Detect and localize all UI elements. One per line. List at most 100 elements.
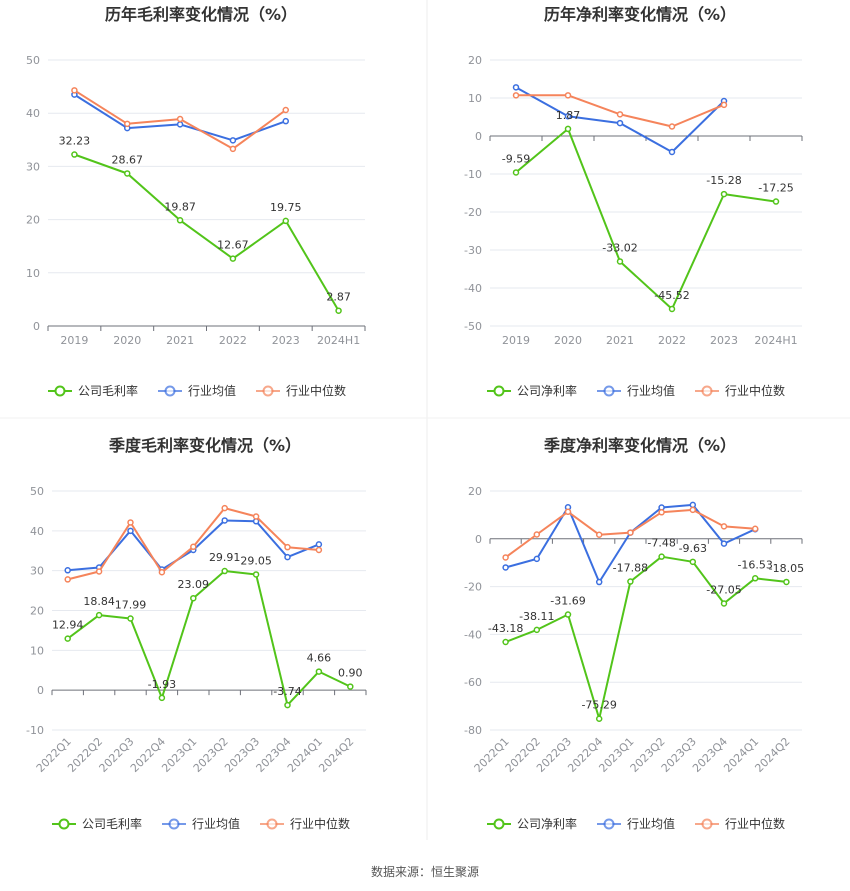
series-line-company [515,127,777,310]
data-point [533,555,541,563]
data-point [533,626,541,634]
legend-item-industry-average[interactable]: 行业均值 [597,816,675,831]
legend-item-industry-median[interactable]: 行业中位数 [695,816,785,831]
data-label: 2.87 [326,291,351,304]
y-tick-label: -20 [464,581,482,594]
y-tick-label: 30 [26,160,40,173]
y-tick-label: -10 [464,168,482,181]
data-point [720,540,728,547]
data-point [564,125,572,133]
legend-item-industry-average[interactable]: 行业均值 [597,383,675,398]
legend-item-industry-median[interactable]: 行业中位数 [695,383,785,398]
data-point [627,529,634,536]
x-tick-label: 2021 [606,334,634,347]
legend: 公司毛利率 行业均值 行业中位数 [48,383,346,398]
legend-item-industry-average[interactable]: 行业均值 [162,816,240,831]
data-source-note: 数据来源：恒生聚源 [371,864,479,879]
data-point [616,119,624,127]
y-tick-label: -20 [464,206,482,219]
data-point [229,255,237,262]
data-point [564,508,572,516]
data-point [689,506,697,514]
data-label: 23.09 [178,578,210,591]
data-point [221,567,228,575]
series-line-company [505,555,787,720]
data-point [751,575,759,582]
data-point [564,611,572,618]
legend-label: 行业中位数 [286,383,346,398]
data-point [127,519,134,526]
quarterly-gross-margin-chart: 季度毛利率变化情况（%）-10010203040502022Q12022Q220… [26,436,367,831]
data-point [229,145,237,153]
y-tick-label: 10 [30,644,44,657]
legend-item-company[interactable]: 公司净利率 [487,816,577,831]
data-point [502,564,509,571]
data-point [282,217,289,225]
data-point [64,567,71,574]
data-label: -17.88 [613,562,648,575]
data-label: 18.84 [83,595,115,608]
data-point [284,543,291,551]
data-label: 1.87 [556,109,581,122]
data-label: -31.69 [550,595,585,608]
data-point [502,554,509,561]
data-point [772,198,780,205]
y-tick-label: -60 [464,676,482,689]
series-line-company [67,570,351,707]
legend-label: 公司毛利率 [82,816,142,831]
legend-marker-icon [262,385,274,397]
data-label: 12.67 [217,239,249,252]
y-tick-label: 50 [26,54,40,67]
y-tick-label: -80 [464,724,482,737]
legend-marker-icon [493,385,505,397]
x-tick-label: 2023 [710,334,738,347]
data-label: -75.29 [581,699,616,712]
data-point [564,92,572,99]
data-point [95,568,103,575]
legend-item-company[interactable]: 公司净利率 [487,383,577,398]
y-tick-label: -40 [464,628,482,641]
y-tick-label: 30 [30,565,44,578]
y-tick-label: 0 [475,130,482,143]
data-point [64,576,71,583]
y-tick-label: 40 [26,107,40,120]
legend-label: 行业均值 [627,383,675,398]
data-label: 32.23 [59,135,91,148]
x-tick-label: 2019 [502,334,530,347]
x-tick-label: 2021 [166,334,194,347]
data-label: 4.66 [307,652,332,665]
data-label: 29.05 [240,554,272,567]
x-tick-label: 2024Q2 [752,735,792,775]
data-point [689,558,697,566]
data-label: 0.90 [338,667,363,680]
data-label: -38.11 [519,610,554,623]
data-point [315,546,323,554]
x-tick-label: 2020 [554,334,582,347]
y-tick-label: 50 [30,485,44,498]
data-label: -45.52 [654,289,689,302]
legend: 公司净利率 行业均值 行业中位数 [487,816,785,831]
data-point [176,121,184,128]
y-tick-label: -30 [464,244,482,257]
legend-item-industry-median[interactable]: 行业中位数 [260,816,350,831]
data-point [751,525,759,533]
legend-item-company[interactable]: 公司毛利率 [48,383,138,398]
legend-label: 行业中位数 [725,383,785,398]
legend-marker-icon [168,818,180,830]
legend-item-industry-median[interactable]: 行业中位数 [256,383,346,398]
data-point [533,531,541,538]
legend-marker-icon [54,385,66,397]
data-label: 28.67 [112,153,144,166]
data-point [190,543,197,551]
data-point [71,151,78,158]
data-point [658,553,665,560]
legend-label: 行业均值 [188,383,236,398]
data-point [783,578,790,586]
legend-label: 行业均值 [192,816,240,831]
x-tick-label: 2020 [113,334,141,347]
legend-item-industry-average[interactable]: 行业均值 [158,383,236,398]
legend-item-company[interactable]: 公司毛利率 [52,816,142,831]
y-tick-label: 40 [30,525,44,538]
data-point [124,120,131,128]
